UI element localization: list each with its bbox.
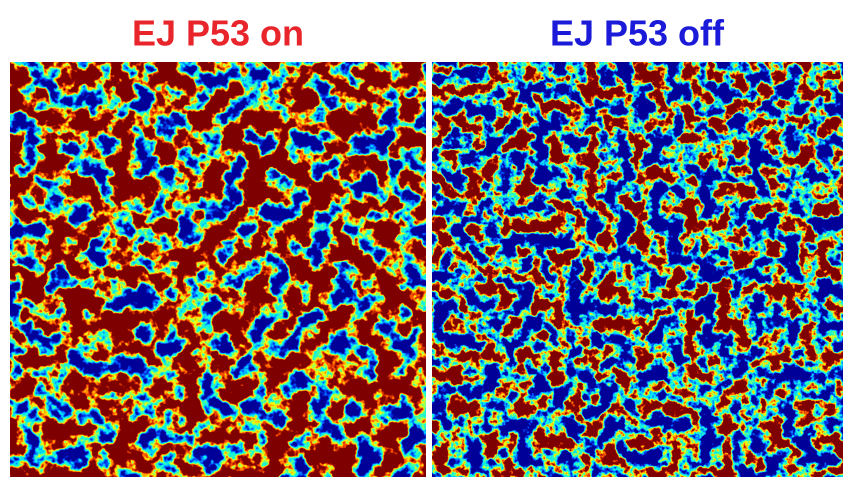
panel-title: EJ P53 on xyxy=(132,13,304,54)
heatmap-image xyxy=(10,62,426,477)
figure: EJ P53 on EJ P53 off xyxy=(0,0,843,477)
heatmap-image xyxy=(432,62,843,477)
panel-title: EJ P53 off xyxy=(550,13,725,54)
